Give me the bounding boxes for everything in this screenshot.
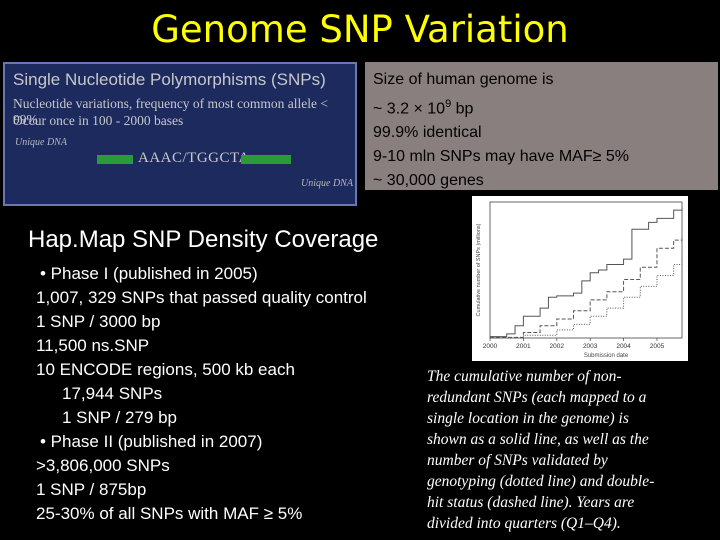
unique-dna-label-right: Unique DNA	[301, 178, 353, 189]
caption-line: redundant SNPs (each mapped to a	[427, 389, 647, 406]
list-item: 10 ENCODE regions, 500 kb each	[36, 360, 295, 379]
list-item: 1 SNP / 3000 bp	[36, 312, 161, 331]
list-item: • Phase I (published in 2005)	[40, 264, 258, 283]
snp-description-line: Nucleotide variations, frequency of most…	[13, 96, 329, 127]
caption-line: hit status (dashed line). Years are	[427, 494, 635, 511]
list-item: 25-30% of all SNPs with MAF ≥ 5%	[36, 504, 303, 523]
list-item: 1 SNP / 875bp	[36, 480, 147, 499]
list-item: 1 SNP / 279 bp	[62, 408, 177, 427]
section-subtitle: Hap.Map SNP Density Coverage	[28, 226, 379, 253]
dna-bar-left	[97, 155, 133, 164]
x-tick-label: 2003	[583, 343, 598, 350]
x-tick-label: 2004	[616, 343, 631, 350]
list-item: 11,500 ns.SNP	[36, 336, 150, 355]
plot-frame	[489, 201, 683, 339]
chart-caption: The cumulative number of non- redundant …	[427, 366, 717, 534]
snp-count-line: 9-10 mln SNPs may have MAF≥ 5%	[373, 148, 629, 166]
snp-frequency-line: Occur once in 100 - 2000 bases	[13, 113, 184, 128]
series-line-dashed	[490, 237, 683, 338]
dna-bar-right	[241, 155, 291, 164]
list-item: • Phase II (published in 2007)	[40, 432, 263, 451]
caption-line: single location in the genome) is	[427, 410, 629, 427]
genome-size-unit: bp	[451, 100, 474, 118]
x-tick-label: 2000	[483, 343, 498, 350]
identity-line: 99.9% identical	[373, 124, 482, 142]
genome-info-box: Size of human genome is ~ 3.2 × 109 bp 9…	[365, 62, 718, 190]
y-axis-label: Cumulative number of SNPs (millions)	[476, 223, 482, 316]
x-tick-label: 2001	[516, 343, 531, 350]
list-item: 1,007, 329 SNPs that passed quality cont…	[36, 288, 367, 307]
slide-title: Genome SNP Variation	[151, 8, 569, 51]
hapmap-list: • Phase I (published in 2005) 1,007, 329…	[36, 262, 367, 526]
genome-size-value: ~ 3.2 × 109 bp	[373, 92, 710, 121]
list-item: 17,944 SNPs	[62, 384, 163, 403]
snp-cumulative-chart: 2000 2001 2002 2003 2004 2005 Submission date C…	[472, 196, 688, 361]
snp-definition-panel: Single Nucleotide Polymorphisms (SNPs) N…	[3, 62, 357, 206]
series-line-solid	[490, 207, 683, 338]
chart-svg: 2000 2001 2002 2003 2004 2005 Submission date C…	[476, 201, 683, 359]
unique-dna-label-left: Unique DNA	[15, 137, 67, 148]
genome-size-line: Size of human genome is	[373, 71, 554, 88]
caption-line: divided into quarters (Q1–Q4).	[427, 515, 621, 532]
genome-size-exponent: 9	[445, 98, 452, 110]
series-line-dotted	[490, 259, 683, 339]
x-tick-label: 2005	[650, 343, 665, 350]
caption-line: shown as a solid line, as well as the	[427, 431, 649, 448]
x-tick-label: 2002	[550, 343, 565, 350]
gene-count-line: ~ 30,000 genes	[373, 172, 484, 190]
snp-heading: Single Nucleotide Polymorphisms (SNPs)	[13, 70, 326, 89]
caption-line: number of SNPs validated by	[427, 452, 608, 469]
genome-size-mantissa: ~ 3.2 × 10	[373, 100, 446, 118]
x-axis-label: Submission date	[584, 353, 629, 359]
caption-line: The cumulative number of non-	[427, 368, 622, 385]
caption-line: genotyping (dotted line) and double-	[427, 473, 655, 490]
list-item: >3,806,000 SNPs	[36, 456, 170, 475]
dna-sequence: AAAC/TGGCTA	[138, 150, 250, 166]
